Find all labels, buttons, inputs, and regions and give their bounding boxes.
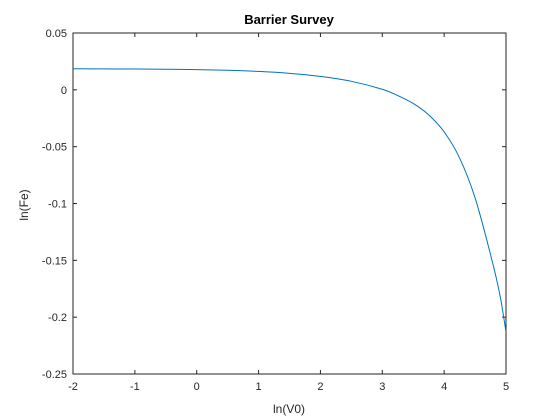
x-tick-label: 2: [317, 381, 323, 393]
x-tick-label: 0: [194, 381, 200, 393]
x-tick-label: -2: [68, 381, 78, 393]
y-tick-label: -0.25: [42, 369, 67, 381]
series-line: [73, 68, 506, 333]
chart-title: Barrier Survey: [244, 12, 334, 27]
x-tick-label: 3: [379, 381, 385, 393]
y-tick-label: 0.05: [46, 28, 67, 40]
x-tick-label: 1: [256, 381, 262, 393]
y-axis-label: ln(Fe): [17, 189, 31, 220]
y-tick-label: 0: [61, 85, 67, 97]
x-tick-label: -1: [130, 381, 140, 393]
x-tick-label: 4: [441, 381, 447, 393]
plot-layer: -2 -1 0 1 2 3 4 5 0.05 0 -0.05 -0.1 -0.15 -0.2 -0.25: [42, 28, 509, 393]
y-tick-label: -0.05: [42, 142, 67, 154]
y-tick-label: -0.15: [42, 255, 67, 267]
y-tick-label: -0.2: [48, 312, 67, 324]
x-tick-label: 5: [503, 381, 509, 393]
y-tick-label: -0.1: [48, 199, 67, 211]
x-axis-label: ln(V0): [273, 402, 305, 416]
axes-box: [72, 32, 507, 375]
